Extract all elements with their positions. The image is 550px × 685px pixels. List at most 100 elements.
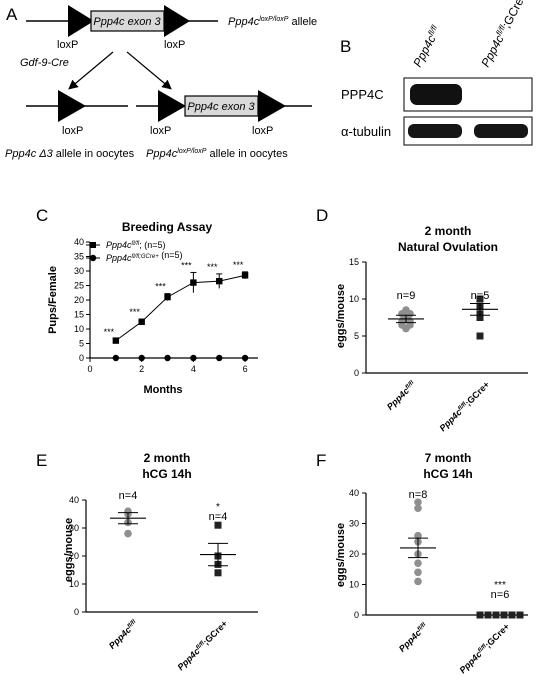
chart-c-xtick-label: 2: [139, 364, 144, 374]
lane1-label: Ppp4cfl/fl: [410, 24, 443, 70]
chart-e-title-2: hCG 14h: [142, 467, 191, 481]
chart-c-ytick-label: 40: [74, 237, 84, 247]
loxp-triangle-bottom-right: [258, 90, 286, 122]
chart-d-ylabel: eggs/mouse: [335, 284, 347, 348]
panel-c-label: C: [36, 206, 48, 225]
chart-c-series-line-1: [115, 274, 246, 342]
bottom-right-allele: Ppp4cloxP/loxP allele in oocytes: [146, 148, 288, 160]
arrow-right: [126, 51, 172, 90]
chart-e-title-1: 2 month: [144, 451, 191, 465]
chart-e-ylabel: eggs/mouse: [63, 518, 75, 582]
panel-d-label: D: [316, 206, 328, 225]
chart-d-plot: 0 5 10 15 n=9 Ppp4cfl/fl n=5 Ppp4cfl/fl;GCre+: [349, 257, 528, 433]
chart-e-ytick-label: 30: [69, 523, 79, 533]
chart-e-ytick-label: 0: [74, 607, 79, 617]
chart-c-xlabel: Months: [143, 384, 182, 396]
chart-f-n-label: n=6: [491, 589, 510, 601]
tubulin-band-lane1: [408, 124, 462, 138]
chart-c-significance: ***: [129, 307, 140, 317]
chart-f-point-circle: [414, 504, 422, 513]
legend-circle-marker: [89, 254, 97, 262]
panel-b: B Ppp4cfl/fl Ppp4cfl/fl;GCre+ PPP4C α-tu…: [340, 0, 533, 146]
chart-c-ytick-label: 20: [74, 295, 84, 305]
chart-e-point-square: [214, 521, 222, 529]
chart-f-point-square: [516, 611, 524, 619]
chart-c-ytick-label: 35: [74, 252, 84, 262]
chart-f-ytick-label: 30: [349, 519, 359, 529]
chart-f-n-label: n=8: [409, 489, 428, 501]
loxp-triangle-bottom-mid: [158, 90, 186, 122]
chart-e-group-label: Ppp4cfl/fl;GCre+: [175, 618, 229, 672]
chart-c-point-square: [112, 337, 120, 344]
chart-f-point-circle: [414, 559, 422, 567]
chart-f-point-square: [484, 611, 492, 619]
chart-c-significance: ***: [181, 260, 192, 270]
chart-c-ytick-label: 0: [79, 353, 84, 363]
chart-f-point-square: [508, 611, 516, 619]
legend-series-1: Ppp4cfl/fl; (n=5): [106, 240, 165, 250]
bottom-left-allele: Ppp4c Δ3 allele in oocytes: [5, 148, 135, 160]
panel-a: A Ppp4c exon 3 loxP loxP Ppp4cloxP/loxP …: [5, 5, 317, 160]
chart-f-point-circle: [414, 531, 422, 540]
chart-c-point-square: [164, 293, 171, 301]
panel-b-label: B: [340, 37, 351, 56]
bottom-right-exon-label: Ppp4c exon 3: [187, 101, 255, 113]
chart-c-significance: ***: [233, 260, 244, 270]
chart-f-plot: 0 10 20 30 40 n=8 Ppp4cfl/fl n=6*** Ppp4cfl/fl;G…: [349, 488, 528, 675]
chart-f-ytick-label: 10: [349, 580, 359, 590]
chart-f-ytick-label: 20: [349, 549, 359, 559]
chart-e-n-label: n=4: [119, 490, 138, 502]
chart-e-point-square: [214, 569, 222, 577]
chart-f-title-2: hCG 14h: [423, 467, 472, 481]
chart-f-ytick-label: 0: [354, 610, 359, 620]
arrow-left: [68, 51, 114, 90]
chart-c-ytick-label: 15: [74, 310, 84, 320]
chart-c-ticks: 0 5 10 15 20 25 30 35 40 0 2 4 6: [74, 237, 258, 374]
chart-f-point-circle: [414, 568, 422, 577]
chart-f-point-circle: [414, 498, 422, 506]
chart-c-xtick-label: 4: [191, 364, 196, 374]
chart-d-group-label: Ppp4cfl/fl;GCre+: [437, 379, 491, 433]
chart-e-ytick-label: 10: [69, 579, 79, 589]
ppp4c-band-lane1: [410, 84, 462, 105]
chart-d-ytick-label: 5: [354, 331, 359, 341]
panel-f-label: F: [316, 451, 326, 470]
tubulin-band-lane2: [474, 124, 528, 138]
chart-c-ytick-label: 30: [74, 266, 84, 276]
chart-f-group-label: Ppp4cfl/fl: [397, 621, 430, 654]
chart-c-significance: ***: [155, 282, 166, 292]
chart-c-point-circle: [138, 354, 145, 362]
chart-f-group-label: Ppp4cfl/fl;GCre+: [457, 621, 511, 675]
chart-c-point-square: [216, 277, 223, 285]
panel-e: E 2 month hCG 14h eggs/mouse 0 10 20 30 40 n=…: [36, 451, 258, 672]
chart-c-significance: ***: [104, 327, 115, 337]
chart-c-ytick-label: 5: [79, 339, 84, 349]
chart-f-ytick-label: 40: [349, 488, 359, 498]
chart-d-ytick-label: 10: [349, 294, 359, 304]
chart-d-point-square: [476, 295, 484, 303]
chart-c-point-square: [138, 318, 145, 325]
chart-f-title-1: 7 month: [425, 451, 472, 465]
bottom-left-loxp: loxP: [62, 125, 83, 137]
chart-e-n-label: n=4: [209, 511, 228, 523]
panel-e-label: E: [36, 451, 47, 470]
chart-c-point-circle: [216, 354, 223, 362]
bottom-right-loxp-right: loxP: [252, 125, 273, 137]
panel-d: D 2 month Natural Ovulation eggs/mouse 0…: [316, 206, 528, 433]
chart-c-xtick-label: 0: [87, 364, 92, 374]
chart-c-point-circle: [190, 354, 197, 362]
chart-e-point-circle: [124, 529, 132, 538]
chart-c-ytick-label: 10: [74, 324, 84, 334]
chart-c-point-circle: [164, 354, 171, 362]
blot-row-tubulin: α-tubulin: [341, 124, 391, 139]
chart-e-group-label: Ppp4cfl/fl: [107, 618, 140, 651]
chart-c-significance: ***: [207, 262, 218, 272]
chart-c-plot: *** *** *** *** *** ***: [104, 260, 249, 362]
top-allele-name: Ppp4cloxP/loxP allele: [228, 16, 317, 28]
panel-a-label: A: [6, 5, 18, 24]
chart-d-title-1: 2 month: [425, 224, 472, 238]
loxp-triangle-bottom-left: [58, 90, 86, 122]
loxp-triangle-right: [164, 5, 190, 37]
